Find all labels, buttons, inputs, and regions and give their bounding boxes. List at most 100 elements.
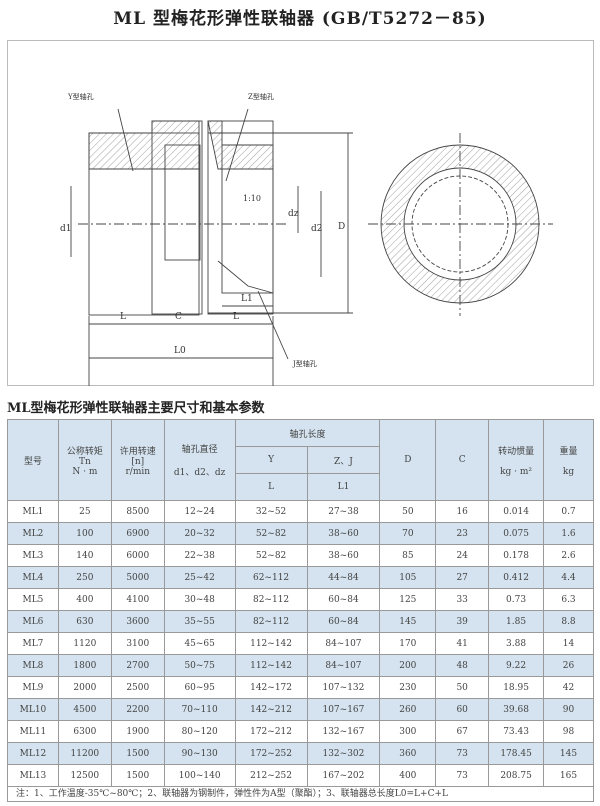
- table-cell: 60~84: [306, 588, 381, 611]
- table-cell: 178.45: [488, 742, 545, 765]
- table-cell: ML7: [7, 632, 59, 655]
- table-cell: 170: [379, 632, 437, 655]
- table-cell: 142~172: [234, 676, 308, 699]
- table-cell: 2000: [57, 676, 112, 699]
- table-cell: 39.68: [488, 698, 545, 721]
- table-cell: 85: [379, 544, 437, 567]
- table-cell: 0.412: [488, 566, 545, 589]
- table-cell: 3600: [110, 610, 165, 633]
- header-C: C: [435, 419, 490, 501]
- header-bore: 轴孔直径 d1、d2、dz: [163, 419, 236, 501]
- header-L: L: [234, 473, 308, 501]
- table-cell: 23: [435, 522, 490, 545]
- label-d1: d1: [60, 224, 72, 234]
- table-cell: 60~95: [163, 676, 236, 699]
- table-cell: 1.85: [488, 610, 545, 633]
- table-cell: 27~38: [306, 500, 381, 523]
- table-note: 注：1、工作温度-35℃~80℃；2、联轴器为钢制件，弹性件为A型（聚酯）；3、…: [7, 783, 594, 802]
- table-cell: 35~55: [163, 610, 236, 633]
- table-cell: 1800: [57, 654, 112, 677]
- table-cell: 112~142: [234, 654, 308, 677]
- table-cell: 52~82: [234, 522, 308, 545]
- label-L-left: L: [120, 312, 126, 322]
- table-cell: 33: [435, 588, 490, 611]
- table-row: ML9 2000 2500 60~95 142~172 107~132 230 50 18.95…: [7, 676, 594, 699]
- table-cell: 8.8: [543, 610, 594, 633]
- table-cell: 4.4: [543, 566, 594, 589]
- table-cell: 70~110: [163, 698, 236, 721]
- table-cell: 22~38: [163, 544, 236, 567]
- table-cell: 112~142: [234, 632, 308, 655]
- table-cell: 2.6: [543, 544, 594, 567]
- label-y-bore: Y型轴孔: [67, 92, 94, 101]
- table-cell: 167~202: [306, 764, 381, 787]
- table-cell: 73: [435, 742, 490, 765]
- table-cell: 132~167: [306, 720, 381, 743]
- table-cell: 45~65: [163, 632, 236, 655]
- table-cell: 260: [379, 698, 437, 721]
- table-cell: 172~252: [234, 742, 308, 765]
- table-cell: 82~112: [234, 610, 308, 633]
- table-cell: ML2: [7, 522, 59, 545]
- table-cell: 50: [435, 676, 490, 699]
- table-cell: 0.7: [543, 500, 594, 523]
- table-cell: 9.22: [488, 654, 545, 677]
- table-row: ML5 400 4100 30~48 82~112 60~84 125 33 0.73 6.3: [7, 588, 594, 611]
- table-cell: ML11: [7, 720, 59, 743]
- table-cell: ML3: [7, 544, 59, 567]
- table-cell: 400: [379, 764, 437, 787]
- header-torque: 公称转矩 Tn N · m: [57, 419, 112, 501]
- header-D: D: [379, 419, 437, 501]
- table-cell: 26: [543, 654, 594, 677]
- header-y: Y: [234, 446, 308, 474]
- label-z-bore: Z型轴孔: [248, 92, 274, 101]
- table-cell: 250: [57, 566, 112, 589]
- table-cell: 0.73: [488, 588, 545, 611]
- label-L0: L0: [174, 346, 186, 356]
- table-cell: 25: [57, 500, 112, 523]
- table-cell: 2500: [110, 676, 165, 699]
- table-cell: 82~112: [234, 588, 308, 611]
- table-cell: 84~107: [306, 654, 381, 677]
- coupling-drawing: Y型轴孔 Z型轴孔 J型轴孔 1:10 d1 dz d2 D L C L L1 …: [7, 40, 594, 386]
- table-cell: 4500: [57, 698, 112, 721]
- table-cell: ML12: [7, 742, 59, 765]
- table-cell: 24: [435, 544, 490, 567]
- table-cell: 25~42: [163, 566, 236, 589]
- table-cell: 140: [57, 544, 112, 567]
- table-cell: 38~60: [306, 522, 381, 545]
- table-cell: ML1: [7, 500, 59, 523]
- table-cell: 6.3: [543, 588, 594, 611]
- table-cell: 50~75: [163, 654, 236, 677]
- table-cell: 6300: [57, 720, 112, 743]
- table-row: ML6 630 3600 35~55 82~112 60~84 145 39 1.85 8.8: [7, 610, 594, 633]
- table-row: ML10 4500 2200 70~110 142~212 107~167 260 60 39.…: [7, 698, 594, 721]
- table-cell: 18.95: [488, 676, 545, 699]
- label-dz: dz: [288, 209, 299, 219]
- table-cell: 48: [435, 654, 490, 677]
- label-taper: 1:10: [243, 194, 261, 203]
- table-cell: 16: [435, 500, 490, 523]
- table-cell: 200: [379, 654, 437, 677]
- table-cell: 208.75: [488, 764, 545, 787]
- table-row: ML11 6300 1900 80~120 172~212 132~167 300 67 73.…: [7, 720, 594, 743]
- table-cell: ML8: [7, 654, 59, 677]
- technical-drawing: Y型轴孔 Z型轴孔 J型轴孔 1:10 d1 dz d2 D L C L L1 …: [60, 92, 553, 386]
- table-row: ML2 100 6900 20~32 52~82 38~60 70 23 0.075 1.6: [7, 522, 594, 545]
- table-cell: 90: [543, 698, 594, 721]
- table-cell: 60: [435, 698, 490, 721]
- table-cell: 38~60: [306, 544, 381, 567]
- table-cell: 2200: [110, 698, 165, 721]
- table-title: ML型梅花形弹性联轴器主要尺寸和基本参数: [7, 401, 265, 416]
- header-speed: 许用转速 [n] r/min: [110, 419, 165, 501]
- table-cell: 230: [379, 676, 437, 699]
- table-cell: 2700: [110, 654, 165, 677]
- header-L1: L1: [306, 473, 381, 501]
- label-L-right: L: [233, 312, 239, 322]
- header-weight: 重量 kg: [543, 419, 594, 501]
- table-cell: 125: [379, 588, 437, 611]
- table-row: ML13 12500 1500 100~140 212~252 167~202 400 73 2…: [7, 764, 594, 787]
- table-cell: 50: [379, 500, 437, 523]
- table-cell: 52~82: [234, 544, 308, 567]
- table-cell: 145: [379, 610, 437, 633]
